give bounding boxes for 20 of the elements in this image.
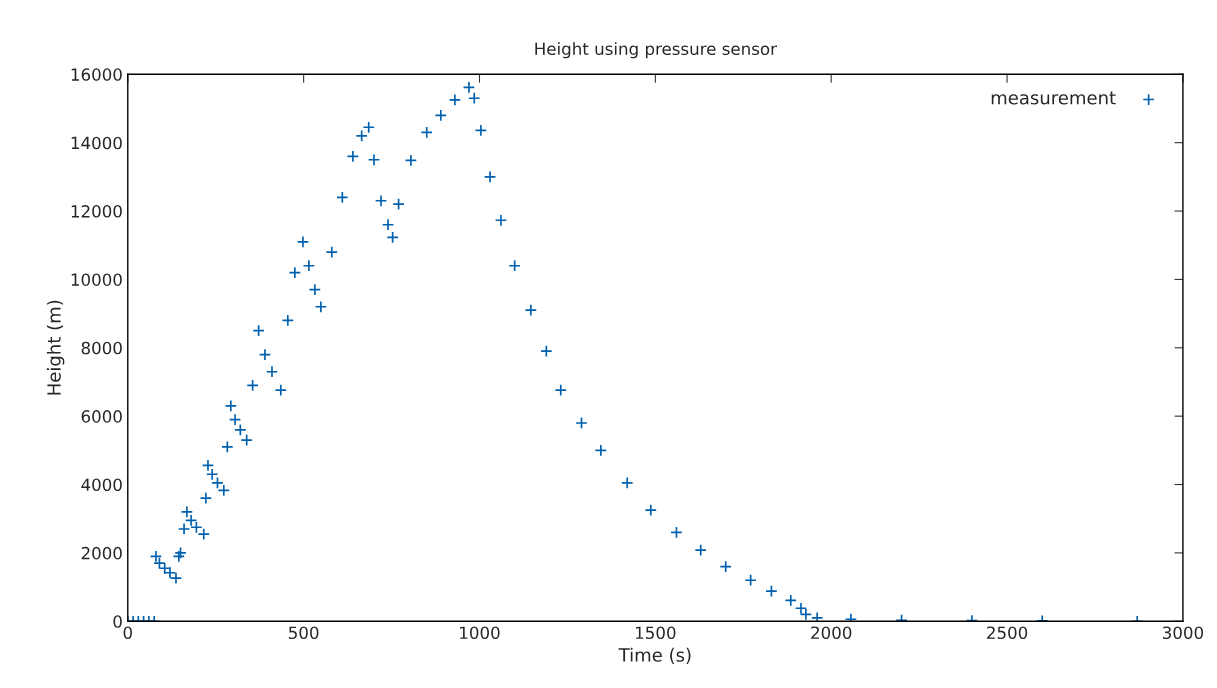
x-tick-label: 500 [289,626,319,640]
y-tick-label: 12000 [71,205,122,218]
y-tick-label: 8000 [81,341,122,355]
x-tick-label: 0 [123,626,132,640]
y-tick-label: 14000 [71,136,122,150]
legend-label: measurement [991,91,1116,105]
y-tick-label: 16000 [71,68,122,81]
chart-title: Height using pressure sensor [535,42,777,59]
y-tick-label: 4000 [81,478,122,492]
x-tick-label: 1500 [635,626,676,640]
x-axis-title: Time (s) [618,647,691,664]
y-tick-label: 0 [113,615,122,628]
y-axis-title: Height (m) [46,300,65,395]
y-tick-label: 6000 [81,410,122,423]
x-tick-label: 2000 [811,626,852,640]
x-tick-label: 1000 [460,626,500,640]
y-tick-label: 2000 [81,546,122,560]
y-tick-label: 10000 [71,273,122,286]
x-tick-label: 3000 [1162,626,1204,640]
x-tick-label: 2500 [987,626,1028,640]
